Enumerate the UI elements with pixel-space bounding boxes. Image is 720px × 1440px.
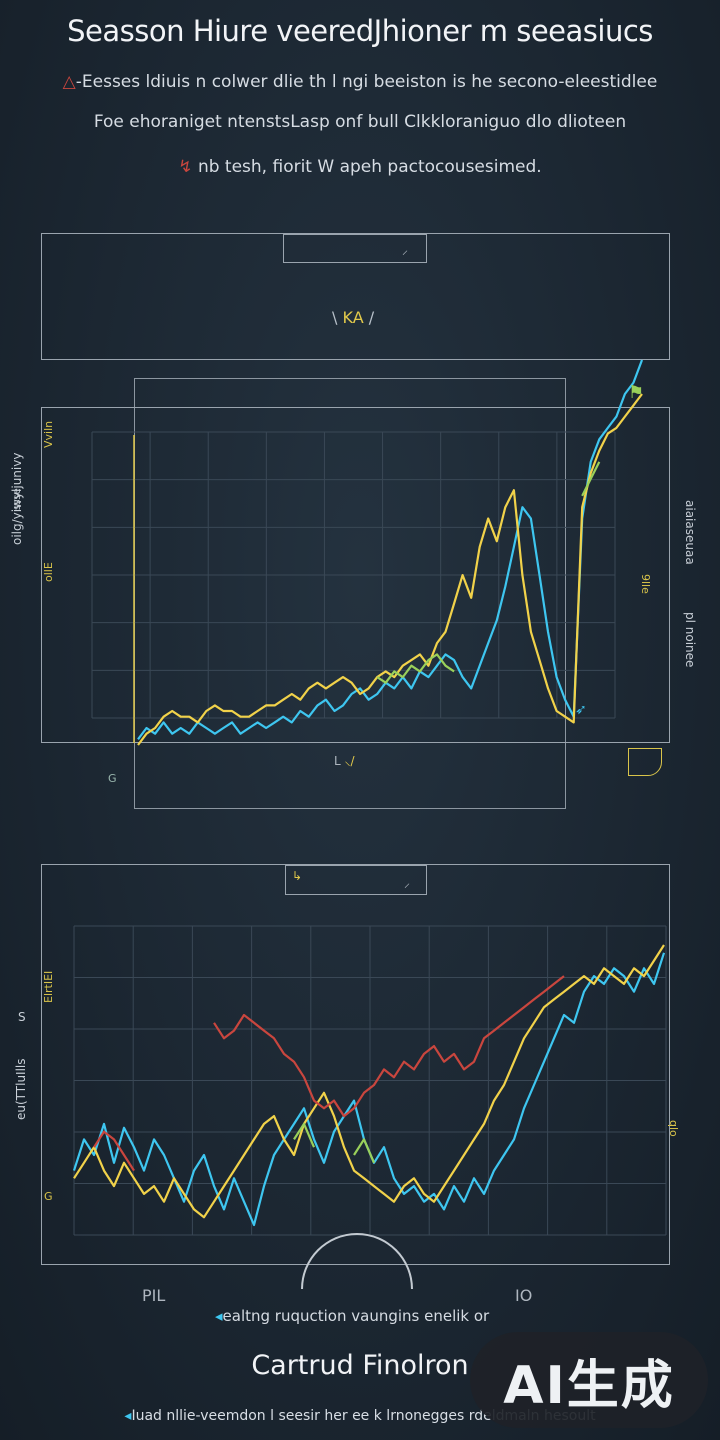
bottom-y-axis-label: eu(TTluIlls bbox=[14, 1058, 28, 1120]
footer-caption: ◂Iuad nllie-veemdon l seesir her ee k lr… bbox=[124, 1408, 596, 1424]
top-tick-label-3: 9lle bbox=[639, 574, 652, 594]
top-corner-marker-icon bbox=[628, 748, 662, 776]
top-tick-label-4: G bbox=[108, 772, 117, 785]
bottom-x-label-2: IO bbox=[515, 1286, 533, 1305]
top-tick-label-1: Vviln bbox=[42, 420, 55, 448]
top-tick-label-2: ollE bbox=[42, 562, 55, 582]
bottom-y-axis-top-label: S bbox=[18, 1010, 26, 1024]
top-header-panel: ⸝ \ KA / bbox=[41, 233, 670, 360]
ai-generated-watermark: AI生成 bbox=[470, 1332, 708, 1428]
bottom-series-lines bbox=[72, 944, 666, 1227]
footer-title: Cartrud Finolron bbox=[251, 1350, 469, 1381]
subtitle-line-2: Foe ehoraniget ntenstsLasp onf bull Clkk… bbox=[93, 112, 627, 132]
warning-icon: △ bbox=[62, 72, 76, 92]
bullet-icon: ↯ bbox=[178, 157, 198, 177]
top-gridlines bbox=[91, 431, 616, 743]
top-legend-mark-icon: ⸝ bbox=[402, 243, 409, 257]
top-right-label-b: pl noinee bbox=[683, 612, 697, 668]
bottom-arc-marker bbox=[301, 1233, 413, 1289]
top-emblem: \ KA / bbox=[332, 308, 375, 327]
bottom-tick-label-1: ElrtIEI bbox=[42, 970, 55, 1003]
bottom-tick-label-3: qlo bbox=[667, 1120, 680, 1137]
bottom-series-line-3 bbox=[293, 1122, 376, 1164]
top-x-axis-label: L ⸜/ bbox=[334, 754, 355, 768]
bottom-caption: ◂ealtng ruquction vaungins enelik or bbox=[215, 1307, 490, 1325]
bottom-x-label-1: PIL bbox=[142, 1286, 166, 1305]
subtitle-line-1: △-Eesses ldiuis n colwer dlie th l ngi b… bbox=[62, 72, 658, 92]
top-series-line-0 bbox=[137, 359, 644, 740]
top-chart-frame bbox=[41, 407, 670, 743]
bottom-series-line-2 bbox=[93, 975, 565, 1172]
top-legend-box: ⸝ bbox=[283, 234, 427, 263]
bottom-series-line-1 bbox=[73, 944, 665, 1219]
top-y-axis-label-2: ssse bbox=[12, 488, 23, 510]
subtitle-line-3: ↯ nb tesh, fiorit W apeh pactocousesimed… bbox=[178, 157, 542, 177]
top-right-label-a: aiaiaseuaa bbox=[683, 500, 697, 565]
top-series-line-1 bbox=[137, 393, 643, 746]
bottom-chart-frame: ↳ ⸝ bbox=[41, 864, 670, 1289]
page-title: Seasson Hiure veeredJhioner m seeasiucs bbox=[67, 14, 653, 48]
bottom-legend-box: ↳ ⸝ bbox=[285, 865, 427, 895]
footer-pointer-icon: ◂ bbox=[124, 1408, 132, 1424]
bottom-legend-mark-icon: ⸝ bbox=[404, 876, 411, 890]
bottom-legend-arrow-icon: ↳ bbox=[292, 869, 303, 883]
top-series-line-2 bbox=[376, 461, 601, 684]
bottom-tick-label-2: G bbox=[44, 1190, 53, 1203]
top-arrow-icon: ➶ bbox=[575, 702, 587, 718]
top-x-marker-icon: ⸜/ bbox=[344, 754, 355, 768]
top-series-lines bbox=[137, 359, 644, 746]
top-flag-icon: ⚑ bbox=[628, 382, 645, 403]
caption-pointer-icon: ◂ bbox=[215, 1307, 223, 1325]
